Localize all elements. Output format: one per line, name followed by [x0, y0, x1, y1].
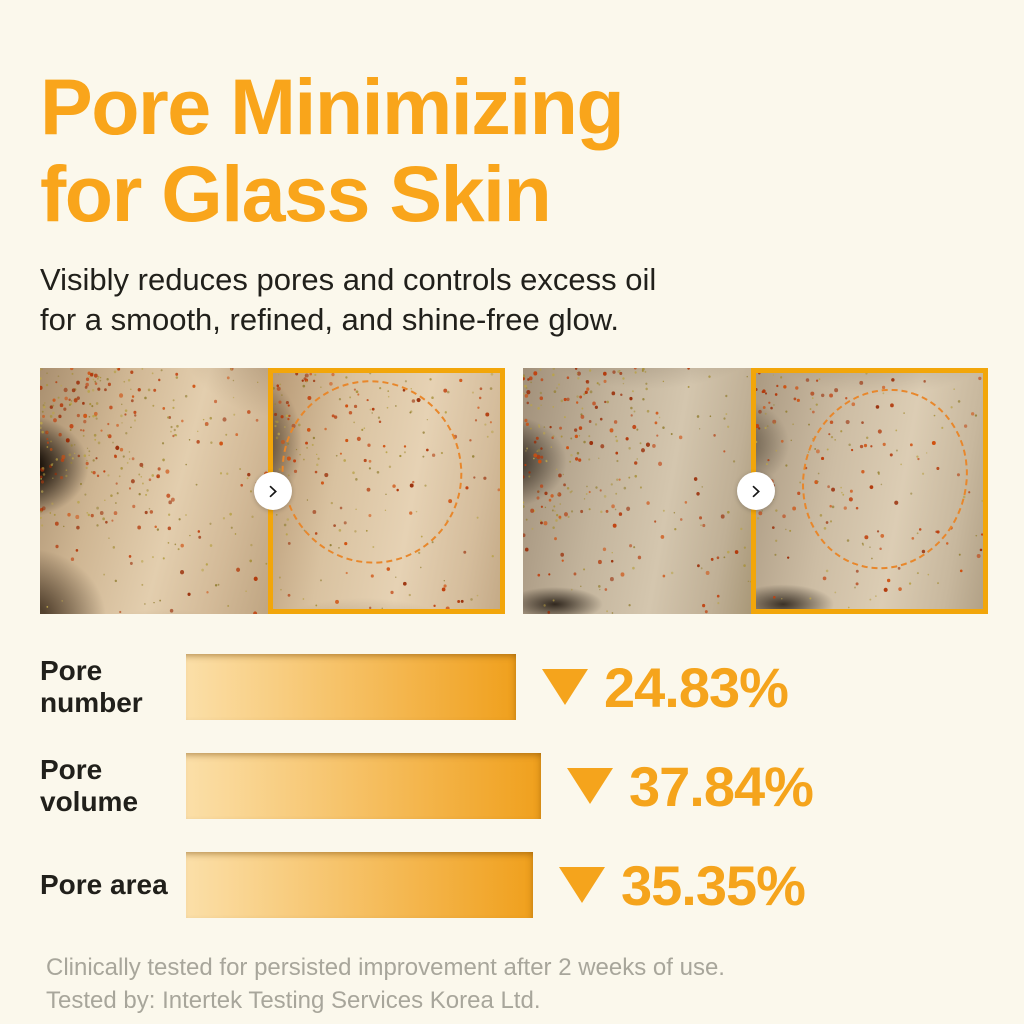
chart-row: Pore area 35.35%: [40, 852, 988, 919]
title-line-2: for Glass Skin: [40, 148, 552, 238]
pore-speckles: [755, 373, 983, 609]
disclaimer-line-2: Tested by: Intertek Testing Services Kor…: [46, 987, 541, 1015]
page-title: Pore Minimizing for Glass Skin: [40, 0, 988, 238]
category-label: Pore volume: [40, 754, 139, 818]
decrease-triangle-icon: [567, 768, 613, 805]
before-photo-right: [523, 368, 751, 615]
pore-speckles: [40, 368, 268, 615]
value-label: 24.83%: [604, 655, 789, 719]
category-label: Pore area: [40, 869, 168, 901]
chevron-right-icon: [253, 472, 292, 511]
value-bar: [186, 654, 516, 721]
subtitle-line-1: Visibly reduces pores and controls exces…: [40, 261, 657, 297]
decrease-triangle-icon: [559, 867, 605, 904]
subtitle-line-2: for a smooth, refined, and shine-free gl…: [40, 302, 619, 338]
after-photo-right: [750, 368, 988, 615]
value-label: 35.35%: [621, 853, 806, 917]
value-bar: [186, 852, 533, 919]
category-label: Pore number: [40, 655, 143, 719]
before-photo-left: [40, 368, 268, 615]
pore-speckles: [523, 368, 751, 615]
disclaimer-line-1: Clinically tested for persisted improvem…: [46, 954, 725, 982]
comparison-pair-right: [523, 368, 988, 615]
chart-row: Pore number 24.83%: [40, 654, 988, 721]
after-photo-left: [267, 368, 505, 615]
chart-row: Pore volume 37.84%: [40, 753, 988, 820]
before-after-section: [40, 368, 988, 615]
decrease-triangle-icon: [542, 669, 588, 706]
chevron-right-icon: [736, 472, 775, 511]
value-bar: [186, 753, 541, 820]
comparison-pair-left: [40, 368, 505, 615]
disclaimer: Clinically tested for persisted improvem…: [40, 951, 988, 1017]
value-label: 37.84%: [629, 754, 814, 818]
subtitle: Visibly reduces pores and controls exces…: [40, 260, 988, 341]
title-line-1: Pore Minimizing: [40, 62, 625, 151]
results-chart: Pore number 24.83% Pore volume 37.84% Po…: [40, 654, 988, 919]
